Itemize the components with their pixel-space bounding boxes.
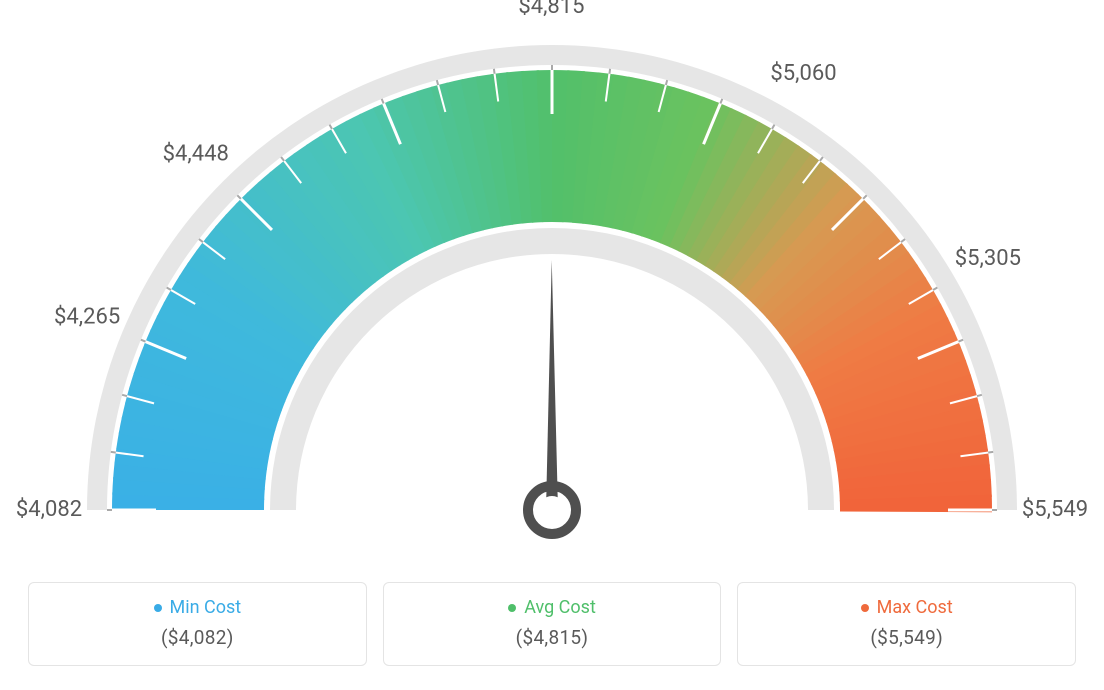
dot-icon xyxy=(154,604,162,612)
tick-label: $4,815 xyxy=(518,0,584,19)
tick-label: $4,448 xyxy=(163,142,229,167)
tick-label: $4,082 xyxy=(16,497,82,522)
gauge-svg: $4,082 $4,265 $4,448 $4,815 $5,060 $5,305 $5,5… xyxy=(0,0,1104,580)
legend-value-max: ($5,549) xyxy=(756,626,1057,649)
legend-row: Min Cost ($4,082) Avg Cost ($4,815) Max … xyxy=(0,582,1104,667)
dot-icon xyxy=(508,604,516,612)
legend-card-max: Max Cost ($5,549) xyxy=(737,582,1076,667)
legend-text-min: Min Cost xyxy=(170,597,242,618)
gauge-chart: $4,082 $4,265 $4,448 $4,815 $5,060 $5,305 $5,5… xyxy=(0,0,1104,580)
legend-text-avg: Avg Cost xyxy=(524,597,596,618)
tick-label: $5,549 xyxy=(1022,497,1088,522)
dot-icon xyxy=(861,604,869,612)
tick-label: $5,060 xyxy=(770,61,836,86)
legend-card-avg: Avg Cost ($4,815) xyxy=(383,582,722,667)
legend-label-avg: Avg Cost xyxy=(508,597,596,618)
legend-value-min: ($4,082) xyxy=(47,626,348,649)
tick-label: $4,265 xyxy=(54,305,120,330)
legend-card-min: Min Cost ($4,082) xyxy=(28,582,367,667)
legend-label-min: Min Cost xyxy=(154,597,242,618)
legend-value-avg: ($4,815) xyxy=(402,626,703,649)
legend-text-max: Max Cost xyxy=(877,597,953,618)
legend-label-max: Max Cost xyxy=(861,597,953,618)
needle xyxy=(546,260,558,510)
tick-label: $5,305 xyxy=(955,246,1021,271)
